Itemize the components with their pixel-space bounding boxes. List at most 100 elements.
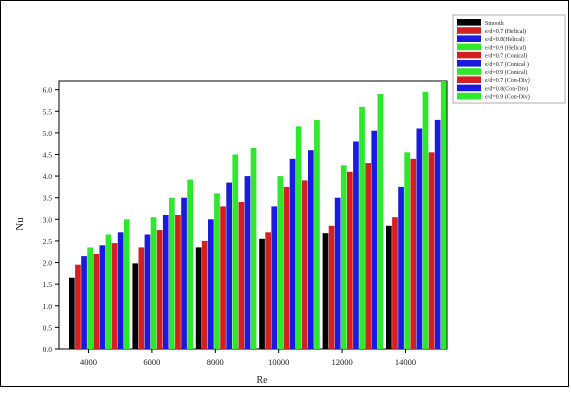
legend-label: e/d=0.8(Helical) [485, 36, 525, 43]
bar [117, 232, 124, 349]
bar [220, 206, 226, 349]
legend-swatch [457, 43, 481, 51]
bar [416, 128, 423, 349]
legend-label: e/d=0.7 (Helical) [485, 28, 526, 35]
bar [404, 152, 410, 349]
bar [428, 152, 435, 349]
bar [150, 217, 157, 349]
bar [181, 197, 187, 349]
bar [244, 176, 251, 349]
bar [340, 165, 347, 349]
bar [132, 263, 139, 349]
bar [410, 158, 417, 349]
plot-area [58, 80, 448, 350]
bar [295, 126, 302, 350]
bar [386, 225, 392, 349]
bar [353, 141, 359, 349]
y-axis-label: Nu [14, 217, 26, 231]
legend-label: e/d=0.9 (Helical) [485, 44, 526, 51]
bar [265, 232, 271, 349]
bar [392, 217, 398, 349]
y-tick-label: 3.5 [43, 194, 53, 203]
bar [169, 197, 175, 349]
bar [162, 215, 169, 349]
bar [283, 186, 290, 349]
bar [277, 176, 284, 349]
legend-label: Smooth [485, 21, 504, 27]
bar [214, 193, 220, 349]
x-axis-label: Re [256, 375, 268, 386]
bar [69, 277, 75, 349]
bar [156, 230, 163, 349]
bar [422, 91, 429, 350]
y-tick-label: 4.0 [43, 172, 53, 181]
bar [75, 264, 81, 349]
bar [93, 253, 100, 349]
legend-swatch [457, 35, 481, 42]
x-tick-label: 14000 [395, 357, 416, 367]
x-tick-label: 10000 [268, 357, 289, 367]
bar [271, 206, 278, 349]
bar [259, 238, 265, 349]
bar [377, 94, 384, 349]
bar [144, 234, 151, 349]
bar [99, 245, 106, 349]
bar [301, 180, 308, 349]
bar [208, 219, 214, 349]
bar [398, 186, 404, 349]
bar [226, 182, 232, 349]
bar [201, 240, 208, 349]
x-tick-label: 6000 [143, 357, 160, 367]
bar [365, 163, 371, 349]
bar [371, 130, 378, 349]
legend-swatch [457, 27, 481, 34]
legend-swatch [457, 51, 481, 59]
x-tick-label: 12000 [331, 357, 352, 367]
bar [238, 202, 245, 349]
y-tick-label: 3.0 [43, 215, 53, 224]
bar [440, 81, 447, 349]
legend-swatch [457, 68, 481, 75]
bar [289, 158, 296, 349]
y-tick-label: 0.5 [43, 323, 53, 332]
y-tick-label: 2.0 [43, 259, 53, 268]
x-tick-label: 4000 [80, 357, 97, 367]
bar [347, 171, 353, 349]
y-tick-label: 6.0 [43, 86, 53, 95]
bar [111, 243, 118, 349]
y-tick-label: 2.5 [43, 237, 53, 246]
bar [322, 233, 329, 349]
bar [250, 148, 257, 349]
y-axis: 0.0 0.5 1.0 1.5 2.0 2.5 3.0 3.5 4.0 4.5 5.0 5.5 6.0 [43, 86, 59, 354]
y-tick-label: 5.0 [43, 129, 53, 138]
legend-swatch [457, 84, 481, 92]
legend-label: e/d=0.8(Con-Div) [485, 85, 528, 92]
bar [334, 197, 341, 349]
legend-label: e/d=0.7 (Conical ) [485, 61, 529, 68]
legend-swatch [457, 19, 481, 26]
bar [87, 247, 93, 349]
legend-swatch [457, 76, 481, 83]
bar [195, 247, 202, 349]
bar [434, 119, 441, 350]
y-tick-label: 0.0 [43, 345, 53, 354]
legend-label: e/d=0.7 (Conical) [485, 53, 527, 60]
bar [175, 215, 181, 349]
bar [308, 150, 314, 349]
legend-label: e/d=0.9 (Conical) [485, 69, 527, 76]
bar [123, 219, 130, 349]
bar [187, 179, 193, 349]
y-tick-label: 4.5 [43, 150, 53, 159]
bar [81, 256, 87, 349]
y-tick-label: 1.0 [43, 302, 53, 311]
bar [328, 225, 335, 349]
y-tick-label: 1.5 [43, 280, 53, 289]
bar [105, 234, 112, 349]
legend-label: e/d=0.7 (Con-Div) [485, 77, 530, 84]
x-axis: 4000 6000 8000 10000 12000 14000 [80, 349, 416, 367]
legend-swatch [457, 92, 481, 100]
bar [232, 154, 239, 349]
